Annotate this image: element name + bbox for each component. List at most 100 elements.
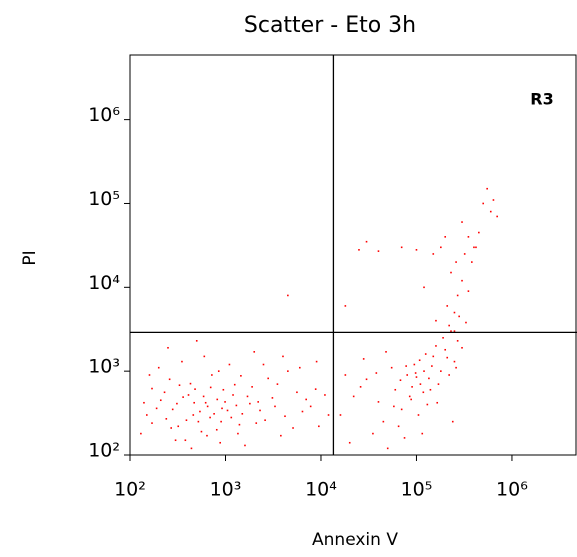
point [257, 401, 259, 403]
point [362, 358, 365, 360]
point [176, 402, 178, 405]
point [414, 372, 417, 374]
y-axis-label: PI [20, 250, 40, 265]
point [386, 447, 389, 450]
point [318, 425, 320, 428]
point [403, 437, 406, 439]
point [235, 404, 238, 407]
chart-title: Scatter - Eto 3h [244, 13, 416, 38]
point [276, 383, 279, 385]
point [211, 374, 213, 376]
point [424, 353, 427, 355]
point [423, 370, 425, 372]
point [206, 405, 209, 408]
point [478, 231, 480, 234]
point [184, 439, 187, 442]
point [455, 261, 457, 263]
point [440, 246, 442, 249]
point [315, 360, 318, 363]
point [182, 396, 184, 398]
point [436, 401, 439, 404]
point [359, 386, 362, 388]
point [174, 439, 177, 442]
point [382, 420, 385, 423]
point [203, 355, 206, 358]
point [151, 387, 153, 390]
point [155, 407, 158, 410]
point [167, 346, 169, 349]
point [397, 425, 400, 428]
point [486, 187, 488, 190]
point [339, 414, 342, 416]
point [209, 386, 212, 389]
point [309, 405, 312, 408]
point [415, 376, 418, 378]
point [435, 345, 437, 347]
point [394, 388, 397, 391]
point [168, 378, 171, 381]
point [287, 370, 289, 372]
point [143, 401, 145, 404]
point [385, 351, 387, 353]
point [473, 246, 475, 249]
point [358, 249, 360, 251]
point [458, 315, 460, 318]
point [489, 210, 492, 213]
point [240, 375, 242, 377]
point [259, 409, 261, 412]
y-tick-label: 10⁵ [88, 188, 120, 210]
point [209, 416, 211, 419]
point [217, 370, 220, 372]
point [492, 199, 495, 201]
point [453, 330, 456, 332]
point [195, 340, 198, 342]
point [428, 377, 430, 380]
point [284, 415, 286, 418]
point [451, 420, 454, 423]
point [450, 330, 452, 332]
y-tick-label: 10³ [88, 356, 120, 378]
point [406, 374, 409, 376]
point [241, 413, 244, 415]
point [204, 401, 207, 404]
region-label: R3 [530, 90, 553, 109]
point [465, 321, 467, 324]
point [282, 355, 284, 358]
point [244, 444, 246, 447]
point [151, 422, 153, 424]
point [455, 366, 457, 369]
point [423, 286, 425, 289]
point [185, 419, 188, 422]
point [157, 366, 160, 369]
point [432, 253, 435, 255]
point [215, 428, 218, 431]
point [292, 427, 294, 429]
x-axis-label: Annexin V [312, 530, 398, 550]
point [375, 372, 378, 374]
point [408, 395, 411, 398]
point [298, 366, 301, 369]
point [220, 420, 222, 423]
point [187, 394, 190, 396]
point [301, 410, 304, 413]
point [213, 413, 215, 415]
point [496, 215, 498, 218]
point [146, 414, 148, 416]
point [421, 432, 424, 435]
point [216, 398, 219, 401]
y-tick-label: 10⁴ [88, 272, 120, 294]
point [206, 434, 208, 437]
point [221, 407, 223, 410]
point [429, 388, 432, 391]
x-tick-label: 10⁵ [401, 479, 433, 501]
point [280, 434, 282, 437]
point [232, 394, 234, 396]
point [444, 348, 447, 351]
point [448, 324, 450, 327]
point [390, 366, 393, 369]
point [410, 398, 412, 401]
point [296, 391, 298, 394]
point [467, 290, 470, 292]
